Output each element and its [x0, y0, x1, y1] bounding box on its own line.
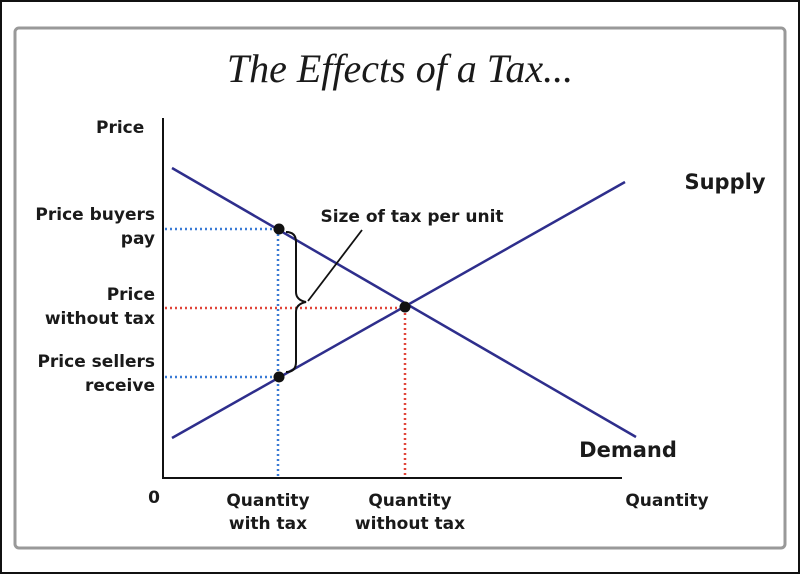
price-label-line: Price sellers [37, 352, 155, 372]
supply-label: Supply [684, 170, 765, 194]
equilibrium-point [399, 301, 411, 313]
price-label-line: Price buyers [35, 205, 155, 225]
price-label-line: pay [121, 229, 155, 249]
quantity-label-line: Quantity [368, 491, 451, 511]
buyers-point [273, 223, 285, 235]
quantity-label-line: without tax [355, 514, 465, 534]
tax-annotation: Size of tax per unit [320, 207, 503, 227]
tax-brace [285, 231, 307, 373]
price-label-line: without tax [45, 309, 155, 329]
quantity-label-line: with tax [229, 514, 307, 534]
y-axis-label: Price [96, 118, 144, 138]
supply-curve [171, 180, 626, 440]
x-axis-label: Quantity [625, 491, 708, 511]
price-label-line: receive [85, 376, 155, 396]
quantity-label-line: Quantity [226, 491, 309, 511]
sellers-point [273, 371, 285, 383]
demand-label: Demand [579, 438, 677, 462]
annotation-leader [307, 229, 363, 302]
origin-label: 0 [148, 488, 160, 508]
title: The Effects of a Tax... [227, 46, 573, 91]
price-label-line: Price [107, 285, 155, 305]
